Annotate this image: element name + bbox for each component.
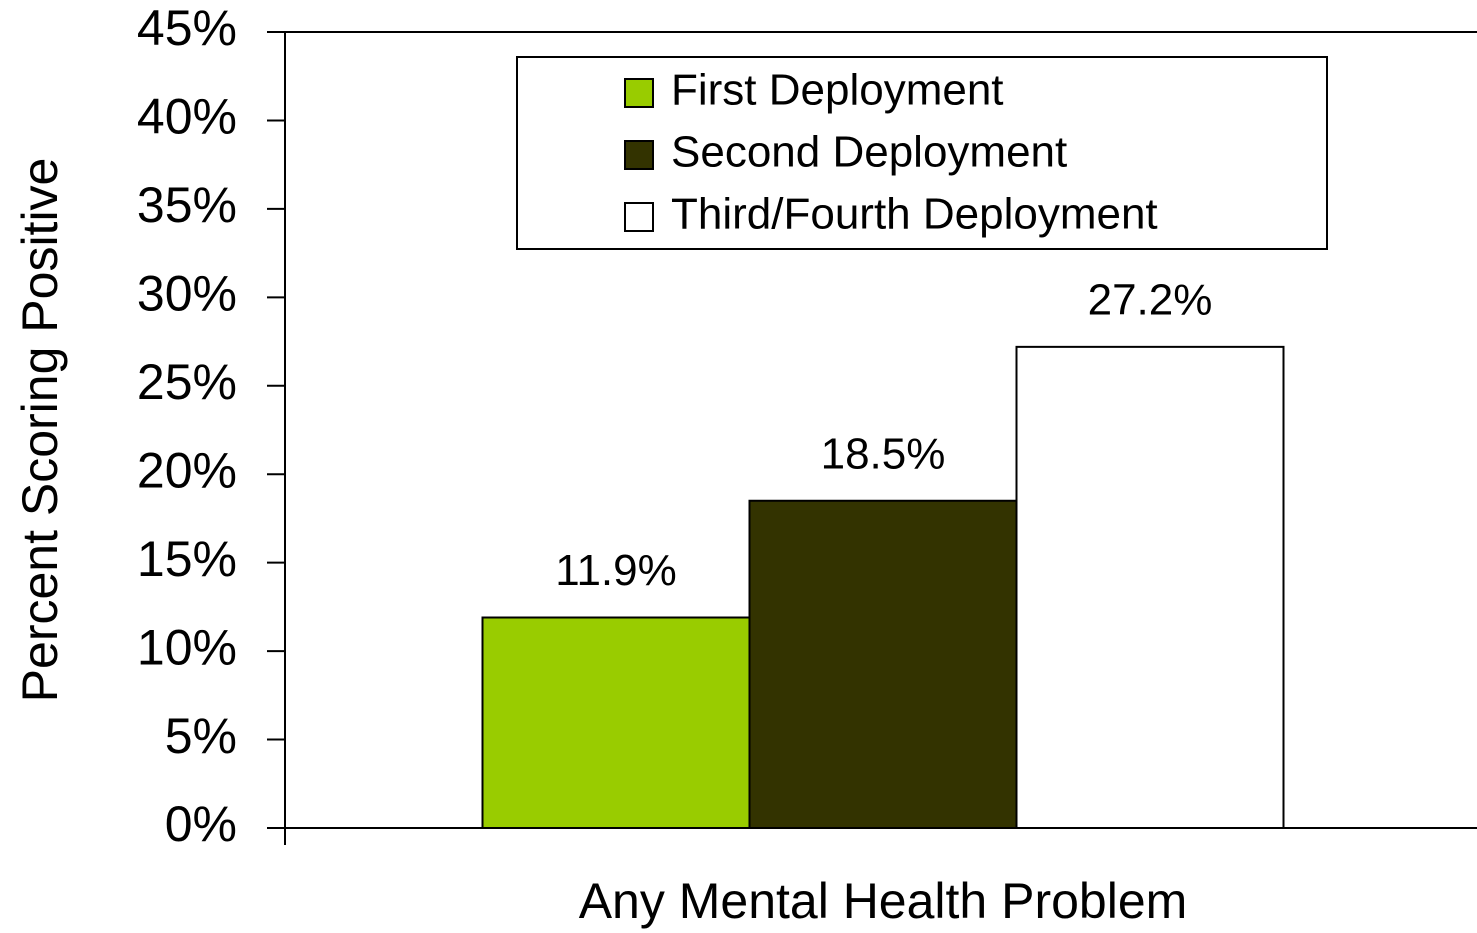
legend-swatch [624,202,654,232]
y-tick-label: 0% [165,796,237,852]
y-axis-label: Percent Scoring Positive [12,158,68,703]
legend-label: First Deployment [671,66,1004,115]
x-tick-label: Any Mental Health Problem [579,873,1188,929]
value-label: 27.2% [1088,275,1213,324]
bar [481,616,751,829]
value-label: 18.5% [821,429,946,478]
bar [748,499,1018,829]
y-tick-label: 45% [137,0,237,56]
y-tick-label: 20% [137,442,237,498]
bar [1015,345,1285,829]
legend-label: Second Deployment [671,128,1067,177]
y-tick-label: 5% [165,708,237,764]
y-tick-label: 30% [137,266,237,322]
y-tick-label: 10% [137,619,237,675]
legend-swatch [624,140,654,170]
y-tick-label: 15% [137,531,237,587]
y-tick-label: 35% [137,177,237,233]
legend-swatch [624,78,654,108]
y-tick-label: 40% [137,89,237,145]
value-label: 11.9% [555,546,677,595]
y-tick-label: 25% [137,354,237,410]
legend-label: Third/Fourth Deployment [671,190,1158,239]
